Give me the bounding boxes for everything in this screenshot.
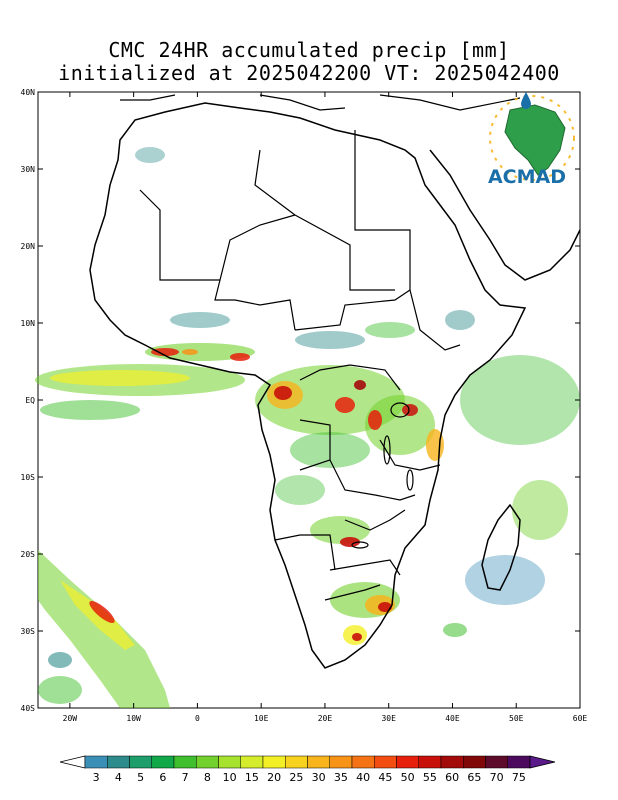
lat-tick-label: 20N bbox=[21, 242, 36, 251]
colorbar-label: 35 bbox=[334, 771, 348, 784]
lon-tick-label: 10E bbox=[254, 714, 269, 723]
colorbar-swatch bbox=[418, 755, 442, 769]
colorbar-swatch bbox=[129, 755, 152, 769]
colorbar-label: 15 bbox=[245, 771, 259, 784]
colorbar-swatch bbox=[440, 755, 464, 769]
colorbar-label: 60 bbox=[445, 771, 459, 784]
lon-tick-label: 0 bbox=[195, 714, 200, 723]
colorbar-swatch bbox=[463, 755, 486, 769]
sun-rays-icon bbox=[489, 95, 575, 181]
lon-tick-label: 20W bbox=[63, 714, 78, 723]
colorbar-swatch bbox=[84, 755, 108, 769]
colorbar-swatch bbox=[507, 755, 531, 769]
acmad-logo: ACMAD bbox=[488, 92, 575, 188]
colorbar-label: 40 bbox=[356, 771, 370, 784]
lat-tick-label: 10S bbox=[21, 473, 36, 482]
europe-coastline bbox=[120, 94, 521, 111]
colorbar-label: 45 bbox=[378, 771, 392, 784]
longitude-ticks: 20W 10W 0 10E 20E 30E 40E 50E 60E bbox=[63, 92, 588, 723]
lon-tick-label: 40E bbox=[445, 714, 460, 723]
colorbar-swatch bbox=[196, 755, 219, 769]
colorbar-swatch bbox=[329, 755, 353, 769]
colorbar-over-arrow bbox=[529, 755, 556, 769]
water-drop-icon bbox=[521, 92, 531, 109]
colorbar-swatch bbox=[285, 755, 308, 769]
colorbar-label: 20 bbox=[267, 771, 281, 784]
logo-text: ACMAD bbox=[488, 166, 566, 188]
country-borders bbox=[139, 130, 461, 601]
colorbar-swatch bbox=[396, 755, 419, 769]
precip-zambezi bbox=[275, 475, 370, 547]
colorbar: 3 4 5 6 7 8 10 15 20 25 30 35 40 45 50 55 60 65 70 75 bbox=[59, 755, 556, 784]
colorbar-swatch bbox=[485, 755, 508, 769]
precip-southern-africa bbox=[330, 582, 467, 645]
precip-south-atlantic-band bbox=[38, 550, 170, 708]
colorbar-under-arrow bbox=[59, 755, 86, 769]
colorbar-swatch bbox=[240, 755, 264, 769]
precip-layer bbox=[35, 147, 580, 708]
map-title-line1: CMC 24HR accumulated precip [mm] bbox=[108, 38, 510, 62]
lat-tick-label: 10N bbox=[21, 319, 36, 328]
colorbar-label: 55 bbox=[423, 771, 437, 784]
lat-tick-label: 30S bbox=[21, 627, 36, 636]
colorbar-label: 5 bbox=[137, 771, 144, 784]
lon-tick-label: 30E bbox=[381, 714, 396, 723]
colorbar-label: 50 bbox=[401, 771, 415, 784]
colorbar-label: 7 bbox=[182, 771, 189, 784]
lat-tick-label: 40N bbox=[21, 88, 36, 97]
colorbar-label: 3 bbox=[93, 771, 100, 784]
lon-tick-label: 10W bbox=[126, 714, 141, 723]
colorbar-label: 8 bbox=[204, 771, 211, 784]
precip-east-africa-lakes bbox=[365, 395, 444, 461]
colorbar-label: 6 bbox=[159, 771, 166, 784]
colorbar-swatch bbox=[107, 755, 130, 769]
colorbar-swatch bbox=[218, 755, 241, 769]
arabia-coastline bbox=[429, 149, 581, 281]
colorbar-swatch bbox=[173, 755, 197, 769]
colorbar-swatch bbox=[351, 755, 375, 769]
precip-sahel-scatter bbox=[135, 147, 475, 349]
lat-tick-label: 20S bbox=[21, 550, 36, 559]
colorbar-label: 30 bbox=[312, 771, 326, 784]
colorbar-label: 10 bbox=[223, 771, 237, 784]
colorbar-label: 4 bbox=[115, 771, 122, 784]
africa-logo-icon bbox=[504, 104, 566, 176]
colorbar-label: 70 bbox=[490, 771, 504, 784]
lat-tick-label: 30N bbox=[21, 165, 36, 174]
colorbar-label: 65 bbox=[467, 771, 481, 784]
colorbar-label: 25 bbox=[289, 771, 303, 784]
africa-coastline bbox=[89, 102, 527, 669]
map-title-line2: initialized at 2025042200 VT: 2025042400 bbox=[58, 61, 560, 85]
lat-tick-label: EQ bbox=[25, 396, 35, 405]
lon-tick-label: 60E bbox=[573, 714, 588, 723]
colorbar-swatch bbox=[374, 755, 397, 769]
lon-tick-label: 20E bbox=[318, 714, 333, 723]
colorbar-swatch bbox=[262, 755, 286, 769]
lon-tick-label: 50E bbox=[509, 714, 524, 723]
precip-west-africa-coast bbox=[145, 343, 255, 361]
colorbar-label: 75 bbox=[512, 771, 526, 784]
colorbar-swatch bbox=[307, 755, 330, 769]
precip-itcz-west-atlantic bbox=[35, 364, 245, 420]
lat-tick-label: 40S bbox=[21, 704, 36, 713]
colorbar-swatch bbox=[151, 755, 175, 769]
lakes bbox=[351, 402, 414, 549]
madagascar-outline bbox=[481, 503, 521, 591]
latitude-ticks: 40N 30N 20N 10N EQ 10S 20S 30S 40S bbox=[21, 88, 580, 713]
